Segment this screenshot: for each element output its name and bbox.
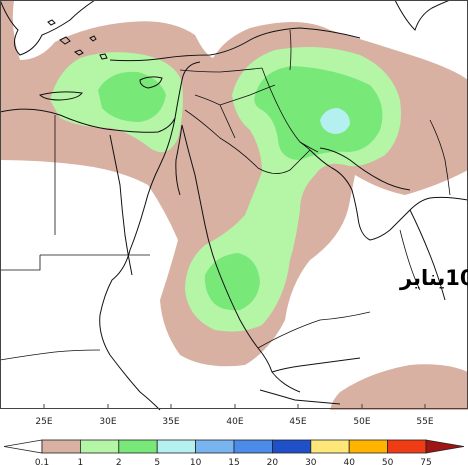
lon-label-25e: 25E [35,417,52,427]
colorbar-label-1: 1 [78,458,84,465]
colorbar-box-3 [156,439,196,454]
lon-label-30e: 30E [99,417,116,427]
colorbar-over-arrow [425,439,465,454]
lon-label-55e: 55E [416,417,433,427]
colorbar-box-6 [271,439,312,454]
lon-label-50e: 50E [353,417,370,427]
colorbar-box-1 [80,439,120,454]
colorbar-box-7 [310,439,350,454]
colorbar-label-3: 5 [154,458,160,465]
colorbar-box-2 [118,439,158,454]
lon-label-35e: 35E [162,417,179,427]
colorbar-under-arrow [3,439,43,454]
precip-colorbar: 0.1 1 2 5 10 15 20 30 40 50 75 [3,439,465,465]
precip-layer-5 [320,108,350,134]
colorbar-box-9 [387,439,427,454]
colorbar-label-6: 20 [267,458,279,465]
lon-label-45e: 45E [289,417,306,427]
colorbar-box-8 [348,439,389,454]
colorbar-label-7: 30 [305,458,317,465]
longitude-axis [43,404,426,409]
colorbar-label-2: 2 [116,458,122,465]
colorbar-box-0 [41,439,81,454]
colorbar-label-10: 75 [420,458,431,465]
colorbar-box-4 [195,439,235,454]
lon-label-40e: 40E [226,417,243,427]
colorbar-label-8: 40 [343,458,355,465]
colorbar-label-5: 15 [228,458,239,465]
colorbar-label-4: 10 [190,458,202,465]
precip-layer-2 [98,66,383,311]
colorbar-box-5 [233,439,273,454]
political-borders [0,29,451,361]
date-label: 10يناير [399,266,468,290]
colorbar-label-0: 0.1 [35,458,49,465]
colorbar-label-9: 50 [382,458,394,465]
